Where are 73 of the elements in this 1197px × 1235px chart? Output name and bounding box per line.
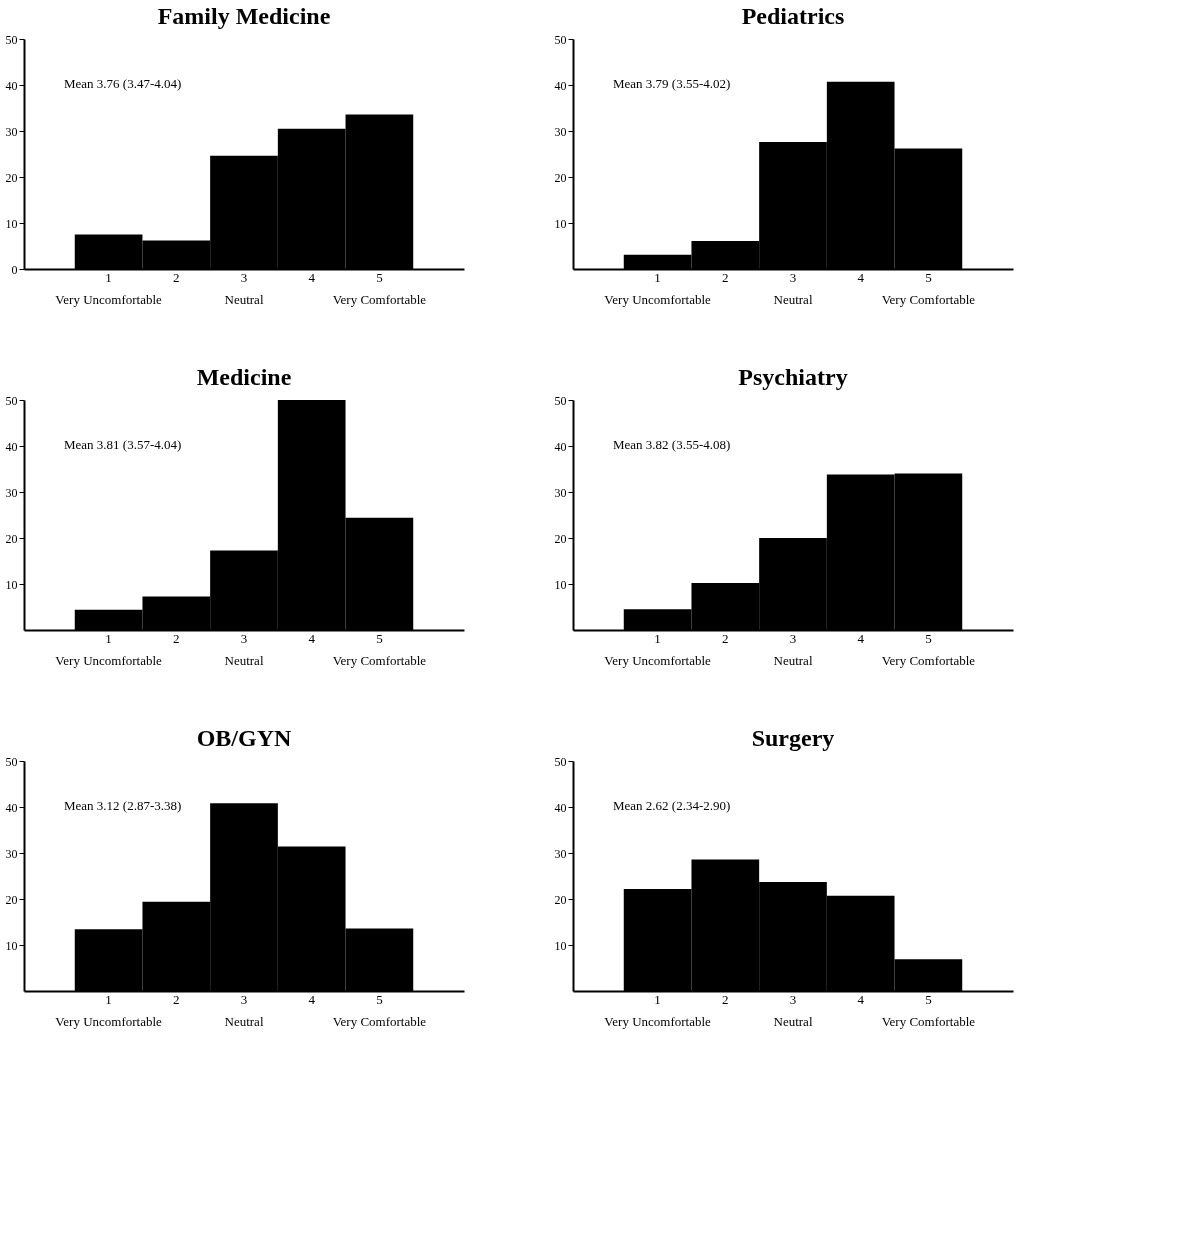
y-tick-label: 20 [554, 892, 567, 907]
y-tick-label: 20 [5, 531, 18, 546]
x-tick-label: 1 Very Uncomfortable [604, 630, 712, 668]
y-tick-label: 30 [5, 846, 18, 861]
x-tick-label: 4 [308, 630, 316, 646]
y-tick-label: 10 [5, 216, 18, 231]
x-tick-label: 3 Neutral [224, 269, 264, 307]
chart-title: Psychiatry [738, 364, 848, 390]
annotation: Mean 2.62 (2.34-2.90) [613, 798, 731, 813]
x-tick-label: 2 [173, 630, 180, 646]
x-tick-label: 2 [722, 630, 729, 646]
y-tick-label: 50 [554, 754, 567, 769]
y-tick-label: 40 [5, 439, 18, 454]
x-tick-label: 1 Very Uncomfortable [55, 630, 163, 668]
annotation: Mean 3.82 (3.55-4.08) [613, 437, 731, 452]
y-tick-label: 20 [5, 170, 18, 185]
chart-title: Surgery [751, 725, 835, 751]
y-tick-label: 10 [5, 938, 18, 953]
y-tick-label: 50 [5, 393, 18, 408]
x-tick-label: 3 Neutral [773, 630, 813, 668]
y-tick-label: 30 [5, 485, 18, 500]
x-tick-label: 5 Very Comfortable [881, 269, 976, 307]
chart-title: OB/GYN [196, 725, 292, 751]
x-tick-label: 5 Very Comfortable [332, 630, 427, 668]
y-tick-label: 40 [5, 78, 18, 93]
y-tick-label: 30 [554, 124, 567, 139]
x-tick-label: 3 Neutral [773, 269, 813, 307]
x-tick-label: 5 Very Comfortable [332, 991, 427, 1029]
y-tick-label: 10 [5, 577, 18, 592]
x-tick-label: 2 [173, 991, 180, 1007]
x-tick-label: 5 Very Comfortable [332, 269, 427, 307]
x-tick-label: 2 [722, 991, 729, 1007]
x-tick-label: 4 [308, 269, 316, 285]
y-tick-label: 10 [554, 577, 567, 592]
y-tick-label: 40 [5, 800, 18, 815]
x-tick-label: 3 Neutral [773, 991, 813, 1029]
y-tick-label: 50 [554, 32, 567, 47]
y-tick-label: 40 [554, 439, 567, 454]
x-tick-label: 3 Neutral [224, 991, 264, 1029]
y-tick-label: 10 [554, 216, 567, 231]
chart-title: Medicine [196, 364, 292, 390]
x-tick-label: 1 Very Uncomfortable [604, 269, 712, 307]
x-tick-label: 4 [857, 991, 865, 1007]
x-tick-label: 1 Very Uncomfortable [55, 269, 163, 307]
chart-title: Family Medicine [157, 3, 331, 29]
y-tick-label: 0 [11, 262, 18, 277]
y-tick-label: 50 [5, 754, 18, 769]
annotation: Mean 3.79 (3.55-4.02) [613, 76, 731, 91]
y-tick-label: 30 [554, 485, 567, 500]
y-tick-label: 30 [554, 846, 567, 861]
x-tick-label: 5 Very Comfortable [881, 630, 976, 668]
y-tick-label: 50 [5, 32, 18, 47]
y-tick-label: 20 [5, 892, 18, 907]
x-tick-label: 5 Very Comfortable [881, 991, 976, 1029]
y-tick-label: 30 [5, 124, 18, 139]
annotation: Mean 3.12 (2.87-3.38) [64, 798, 182, 813]
x-tick-label: 3 Neutral [224, 630, 264, 668]
y-tick-label: 50 [554, 393, 567, 408]
x-tick-label: 2 [173, 269, 180, 285]
annotation: Mean 3.81 (3.57-4.04) [64, 437, 182, 452]
y-tick-label: 40 [554, 78, 567, 93]
x-tick-label: 4 [857, 630, 865, 646]
y-tick-label: 40 [554, 800, 567, 815]
chart-title: Pediatrics [741, 3, 845, 29]
x-tick-label: 1 Very Uncomfortable [604, 991, 712, 1029]
x-tick-label: 2 [722, 269, 729, 285]
y-tick-label: 20 [554, 170, 567, 185]
y-tick-label: 20 [554, 531, 567, 546]
x-tick-label: 1 Very Uncomfortable [55, 991, 163, 1029]
y-tick-label: 10 [554, 938, 567, 953]
x-tick-label: 4 [857, 269, 865, 285]
annotation: Mean 3.76 (3.47-4.04) [64, 76, 182, 91]
x-tick-label: 4 [308, 991, 316, 1007]
